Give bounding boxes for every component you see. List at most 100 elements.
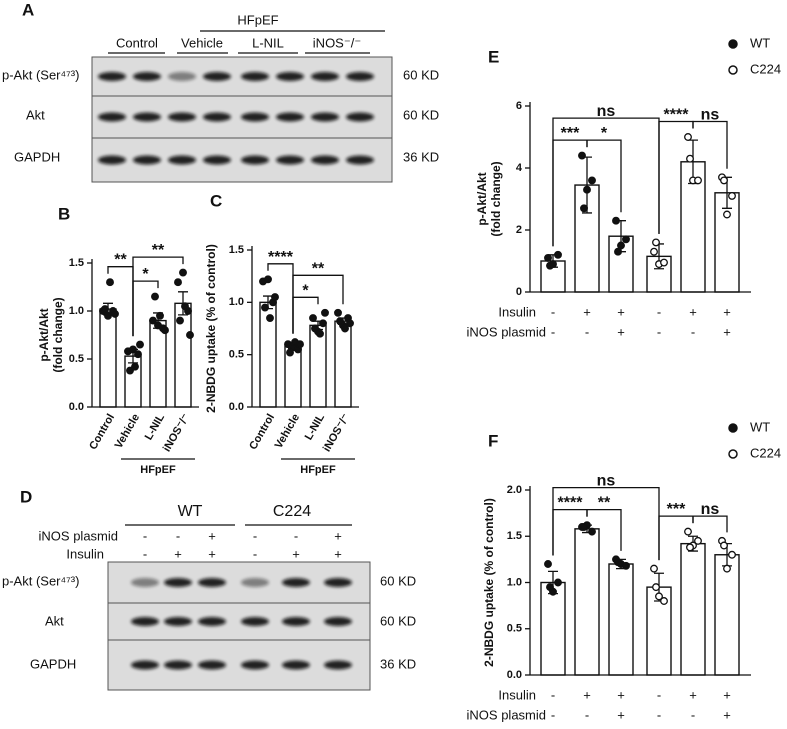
size-label: 36 KD [380,656,416,671]
x-tick-label: Vehicle [273,412,302,451]
bar [680,542,706,676]
significance-label: ns [597,473,616,490]
condition-sign: - [585,324,589,339]
condition-sign: - [294,528,298,543]
significance-label: ns [597,103,616,120]
lane-label: Control [116,35,158,50]
band [282,617,310,626]
bar [334,320,352,408]
condition-sign: - [657,304,661,319]
band [324,660,352,670]
row-label: p-Akt (Ser⁴⁷³) [2,573,79,588]
condition-sign: - [143,528,147,543]
data-point [296,340,304,349]
legend-marker [728,449,738,459]
data-point [309,314,317,322]
band [133,155,161,165]
lane-label: iNOS⁻/⁻ [313,35,361,50]
significance-bracket [586,509,622,551]
data-point [264,275,272,284]
data-point [652,583,660,592]
group-label: HFpEF [237,12,278,27]
band [198,617,226,626]
band [131,578,159,587]
bar [309,324,327,408]
data-point [723,564,731,573]
data-point [723,210,731,219]
condition-sign: + [208,528,216,543]
y-tick-label: 0.0 [507,669,522,681]
data-point [694,176,702,185]
condition-sign: - [691,324,695,339]
data-point [346,319,354,328]
data-point [181,302,189,311]
y-axis-label: p-Akt/Akt [475,172,489,225]
legend-label: WT [750,419,770,434]
condition-sign: + [723,304,731,319]
data-point [104,311,112,320]
x-tick-label: L-NIL [303,412,328,443]
data-point [151,292,159,301]
condition-label: Insulin [498,304,536,319]
band [131,660,159,670]
condition-sign: + [334,528,342,543]
condition-label: iNOS plasmid [467,324,546,339]
blot [107,561,371,691]
data-point [546,261,554,270]
condition-sign: - [253,546,257,561]
lane-label: Vehicle [181,35,223,50]
band [276,112,304,122]
band [203,72,231,81]
data-point [728,191,736,200]
data-point [134,350,142,359]
data-point [316,329,324,338]
band [164,660,192,670]
band [168,155,196,165]
data-point [126,366,134,375]
data-point [131,362,139,371]
condition-sign: + [583,304,591,319]
condition-sign: + [723,707,731,722]
condition-sign: + [617,324,625,339]
band [324,578,352,587]
bar [540,581,566,676]
significance-bracket [552,487,660,561]
condition-sign: - [176,528,180,543]
data-point [588,527,596,536]
data-point [650,247,658,256]
y-tick-label: 0.0 [69,401,84,413]
band [203,112,231,122]
condition-sign: - [551,304,555,319]
significance-label: * [601,125,608,142]
band [346,72,374,81]
band [131,617,159,626]
condition-sign: + [689,304,697,319]
significance-label: ** [114,252,127,269]
size-label: 60 KD [380,573,416,588]
blot [91,56,393,183]
data-point [161,326,169,335]
group-label: HFpEF [300,464,336,476]
significance-bracket [692,515,728,533]
data-point [728,550,736,559]
data-point [156,311,164,320]
band [241,112,269,122]
data-point [660,258,668,267]
condition-sign: + [583,687,591,702]
data-point [617,241,625,250]
condition-sign: - [657,324,661,339]
condition-sign: - [551,687,555,702]
data-point [580,523,588,531]
data-point [694,536,702,545]
significance-label: **** [268,249,294,266]
band [168,72,196,81]
band [311,155,339,165]
band [311,72,339,81]
y-axis-label: p-Akt/Akt [37,308,51,361]
y-tick-label: 1.5 [507,530,522,542]
data-point [614,247,622,256]
y-tick-label: 1.5 [229,244,244,256]
band [164,578,192,587]
y-tick-label: 1.0 [69,305,84,317]
size-label: 60 KD [403,107,439,122]
